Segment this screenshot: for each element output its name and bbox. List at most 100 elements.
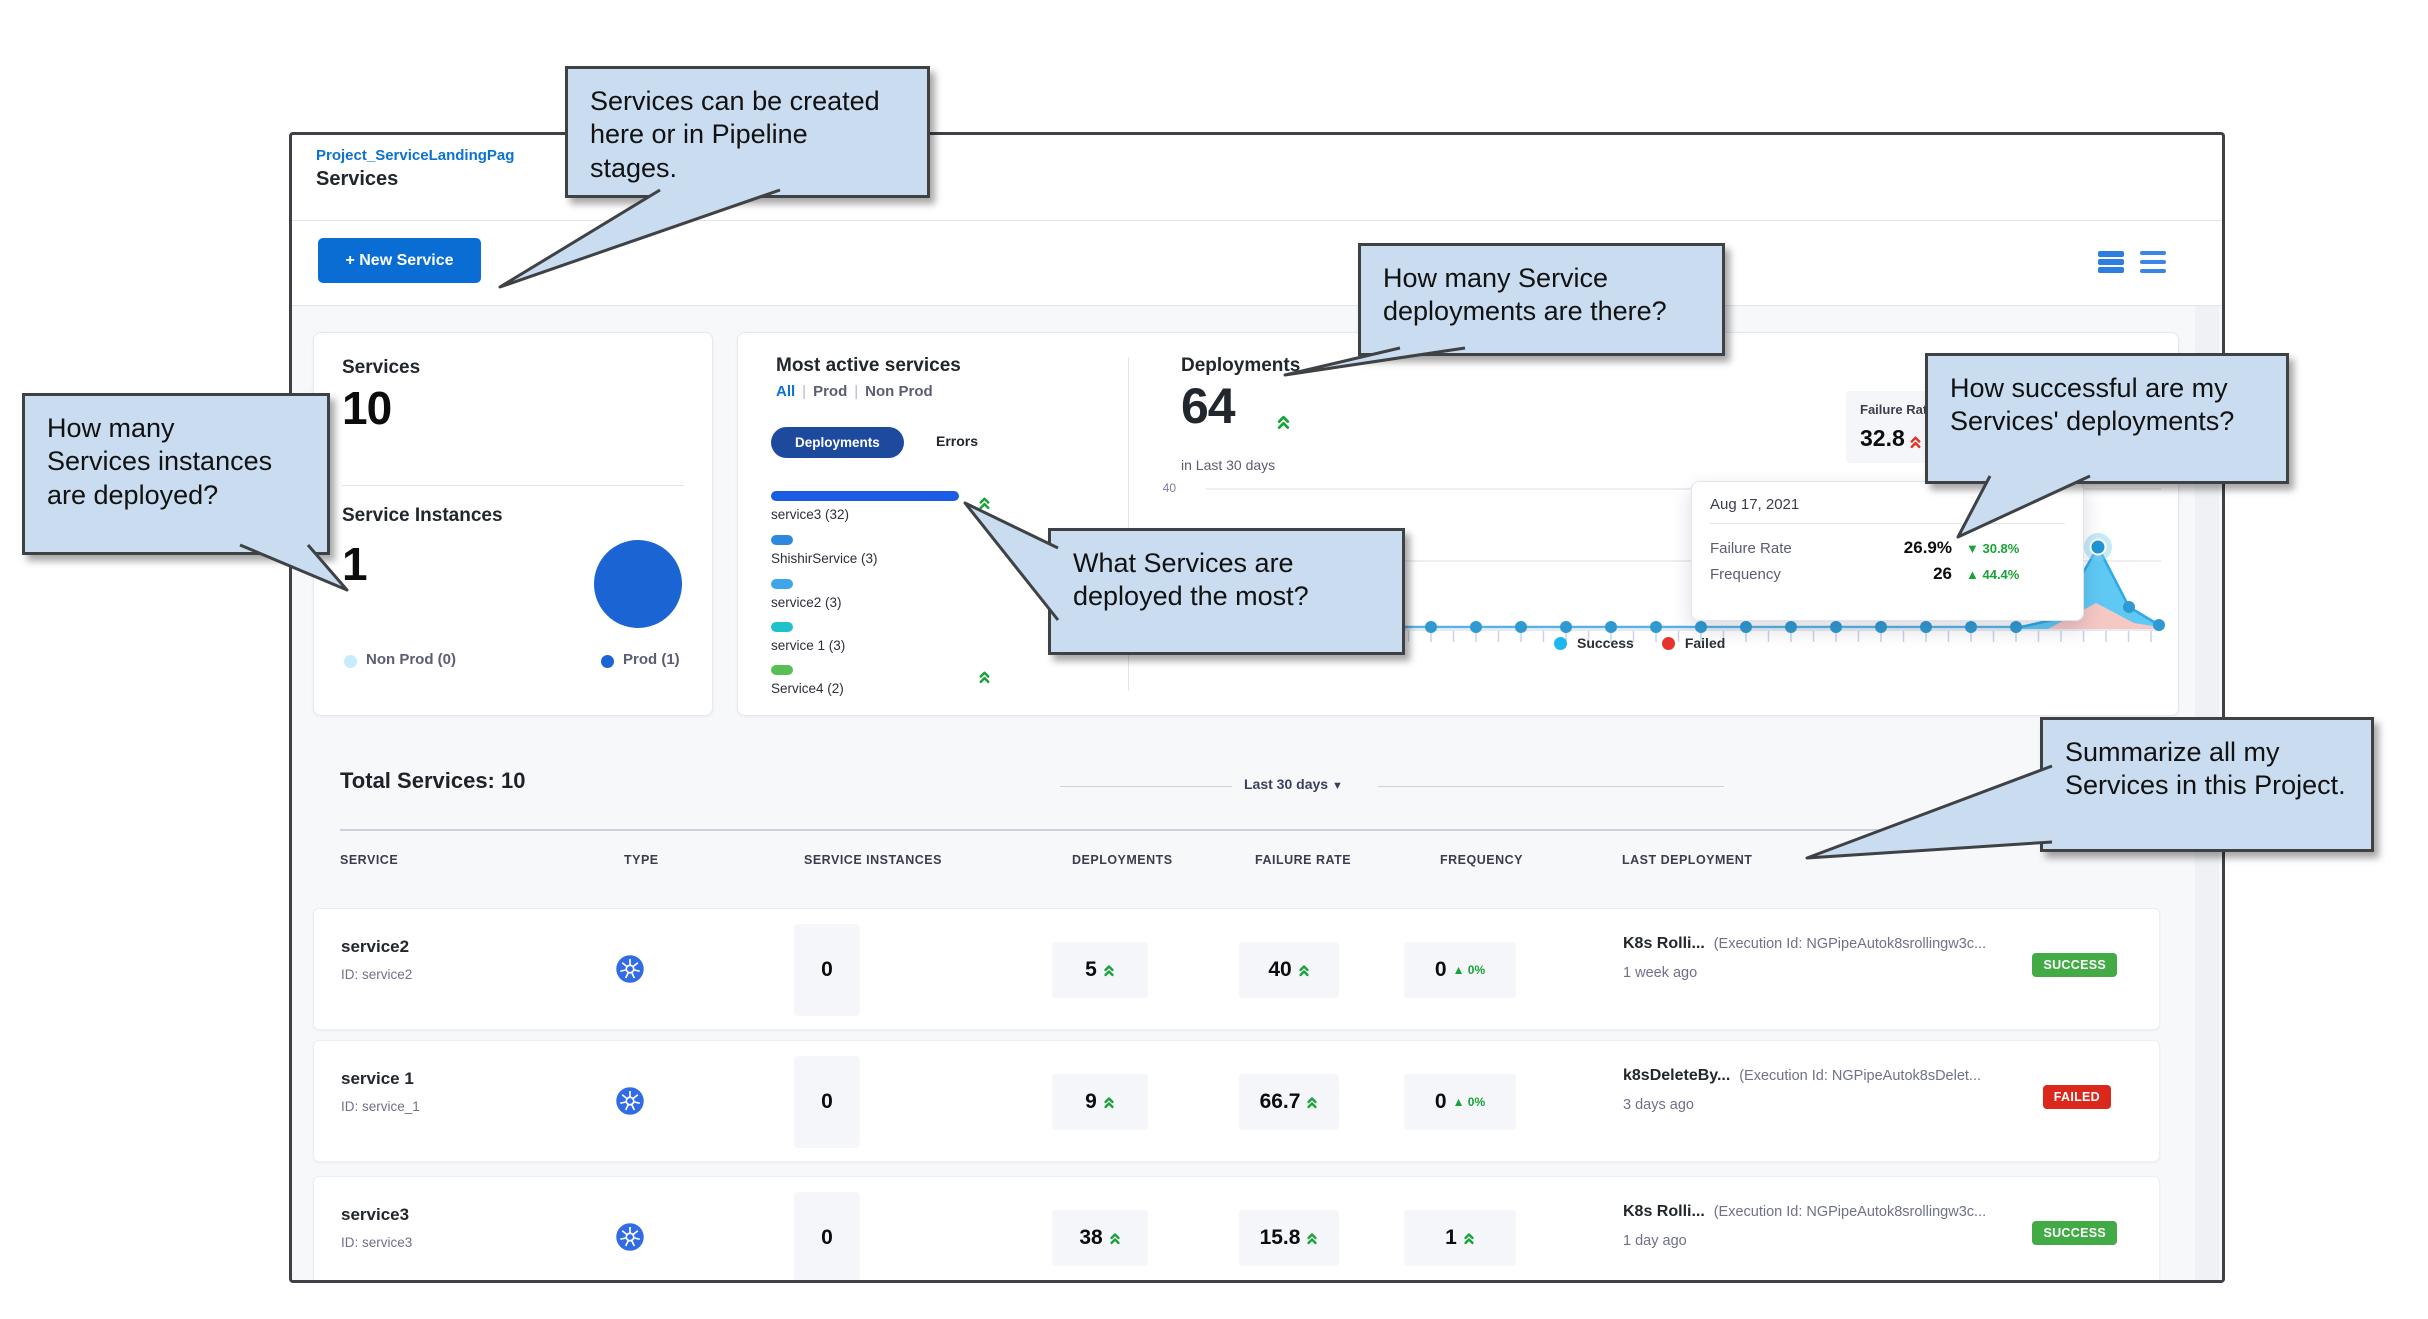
col-service-instances[interactable]: SERVICE INSTANCES — [804, 853, 942, 867]
instances-cell: 0 — [794, 924, 860, 1016]
services-count-value: 10 — [342, 382, 392, 434]
col-failure-rate[interactable]: FAILURE RATE — [1255, 853, 1352, 867]
filter-prod[interactable]: Prod — [813, 383, 848, 400]
page-title: Services — [316, 168, 399, 190]
callout-most-deployed: What Services are deployed the most? — [1048, 528, 1405, 655]
success-legend-dot — [1554, 636, 1567, 650]
chart-legend: Success Failed — [1554, 635, 1725, 651]
trend-up-icon — [1110, 1233, 1120, 1245]
failure-rate-value: 32.8 — [1860, 425, 1905, 451]
status-badge: SUCCESS — [2032, 1221, 2117, 1245]
kubernetes-icon — [616, 1087, 644, 1115]
col-service[interactable]: SERVICE — [340, 853, 399, 867]
app-window: Project_ServiceLandingPag Services + New… — [289, 132, 2225, 1283]
frequency-cell: 0 ▲ 0% — [1404, 1074, 1516, 1130]
prod-instances-bubble[interactable] — [594, 540, 682, 628]
nonprod-legend-label[interactable]: Non Prod (0) — [366, 651, 456, 668]
kubernetes-icon — [616, 955, 644, 983]
callout-deployments-count: How many Service deployments are there? — [1358, 243, 1725, 356]
frequency-cell: 1 — [1404, 1210, 1516, 1266]
deployments-title: Deployments — [1181, 355, 1301, 376]
failed-legend-label: Failed — [1684, 635, 1726, 651]
tooltip-frequency-value: 26 — [1933, 564, 1952, 583]
header-divider — [292, 220, 2222, 221]
prod-legend-label[interactable]: Prod (1) — [623, 651, 680, 668]
bar-service4[interactable] — [771, 665, 793, 675]
prod-legend-dot — [601, 655, 614, 668]
col-type[interactable]: TYPE — [624, 853, 659, 867]
service-id: ID: service_1 — [341, 1099, 420, 1114]
last-deployment-time: 1 day ago — [1623, 1233, 1687, 1249]
kubernetes-icon — [616, 1223, 644, 1251]
failure-rate-label: Failure Rate — [1860, 402, 1935, 417]
service-name[interactable]: service3 — [341, 1205, 410, 1224]
service-instances-value: 1 — [342, 538, 368, 590]
col-deployments[interactable]: DEPLOYMENTS — [1072, 853, 1173, 867]
highlighted-point[interactable] — [2089, 538, 2107, 556]
failure-rate-cell: 40 — [1239, 942, 1339, 998]
callout-create-service: Services can be created here or in Pipel… — [565, 66, 930, 198]
trend-up-icon — [1277, 415, 1290, 429]
callout-successful: How successful are my Services' deployme… — [1925, 353, 2289, 484]
time-range-select[interactable]: Last 30 days ▼ — [1244, 776, 1343, 792]
deployments-cell: 9 — [1052, 1074, 1148, 1130]
frequency-cell: 0 ▲ 0% — [1404, 942, 1516, 998]
service-id: ID: service2 — [341, 967, 413, 982]
deployments-count: 64 — [1181, 378, 1236, 434]
tooltip-date: Aug 17, 2021 — [1710, 496, 1800, 513]
chart-tooltip: Aug 17, 2021 Failure Rate 26.9% ▼ 30.8% … — [1691, 481, 2084, 621]
bar-service1[interactable] — [771, 622, 793, 632]
last-deployment-cell[interactable]: k8sDeleteBy... (Execution Id: NGPipeAuto… — [1623, 1067, 1982, 1084]
card-view-icon[interactable] — [2098, 251, 2124, 273]
table-row[interactable]: service2 ID: service2 0 5 40 0 ▲ 0% K8s R… — [313, 908, 2160, 1030]
tooltip-failure-delta: ▼ 30.8% — [1966, 540, 2020, 556]
bar-service3[interactable] — [771, 491, 959, 501]
trend-up-icon — [1104, 965, 1114, 977]
col-frequency[interactable]: FREQUENCY — [1440, 853, 1523, 867]
bar-service2[interactable] — [771, 579, 793, 589]
trend-up-icon — [1464, 1233, 1474, 1245]
service-id: ID: service3 — [341, 1235, 413, 1250]
total-services-label: Total Services: 10 — [340, 768, 526, 793]
tooltip-failure-value: 26.9% — [1903, 538, 1952, 557]
instances-cell: 0 — [794, 1056, 860, 1148]
toggle-deployments[interactable]: Deployments — [771, 427, 904, 458]
deployments-cell: 38 — [1052, 1210, 1148, 1266]
status-badge: SUCCESS — [2032, 953, 2117, 977]
success-legend-label: Success — [1577, 635, 1634, 651]
instances-cell: 0 — [794, 1192, 860, 1280]
last-deployment-cell[interactable]: K8s Rolli... (Execution Id: NGPipeAutok8… — [1623, 1203, 1987, 1220]
service-name[interactable]: service 1 — [341, 1069, 414, 1088]
trend-up-red-icon — [1910, 436, 1921, 449]
bar-label-service3: service3 (32) — [771, 507, 850, 522]
service-instances-label: Service Instances — [342, 505, 503, 526]
failure-rate-cell: 66.7 — [1239, 1074, 1339, 1130]
y-axis-tick: 40 — [1162, 481, 1176, 495]
table-row[interactable]: service3 ID: service3 0 38 15.8 1 K8s Ro… — [313, 1176, 2160, 1280]
most-active-title: Most active services — [776, 355, 961, 376]
toggle-errors[interactable]: Errors — [936, 433, 979, 449]
filter-all[interactable]: All — [776, 383, 796, 400]
breadcrumb[interactable]: Project_ServiceLandingPag — [316, 147, 515, 164]
last-deployment-cell[interactable]: K8s Rolli... (Execution Id: NGPipeAutok8… — [1623, 935, 1987, 952]
card-section-divider — [1128, 357, 1129, 691]
bar-shishirservice[interactable] — [771, 535, 793, 545]
last-deployment-time: 1 week ago — [1623, 965, 1698, 981]
col-last-deployment[interactable]: LAST DEPLOYMENT — [1622, 853, 1753, 867]
table-row[interactable]: service 1 ID: service_1 0 9 66.7 0 ▲ 0% k… — [313, 1040, 2160, 1162]
new-service-button[interactable]: + New Service — [318, 238, 481, 283]
filter-nonprod[interactable]: Non Prod — [865, 383, 933, 400]
env-filter-tabs: All | Prod | Non Prod — [776, 383, 933, 400]
tooltip-frequency-delta: ▲ 44.4% — [1966, 566, 2020, 582]
bar-label-service1: service 1 (3) — [771, 638, 846, 653]
bar-label-shishirservice: ShishirService (3) — [771, 551, 878, 566]
trend-up-icon — [979, 497, 990, 510]
service-name[interactable]: service2 — [341, 937, 410, 956]
trend-up-icon — [1307, 1233, 1318, 1245]
nonprod-legend-dot — [344, 655, 357, 668]
services-count-label: Services — [342, 357, 421, 378]
trend-up-icon — [1299, 965, 1309, 977]
list-view-icon[interactable] — [2140, 251, 2166, 273]
callout-instances: How many Services instances are deployed… — [22, 393, 330, 555]
